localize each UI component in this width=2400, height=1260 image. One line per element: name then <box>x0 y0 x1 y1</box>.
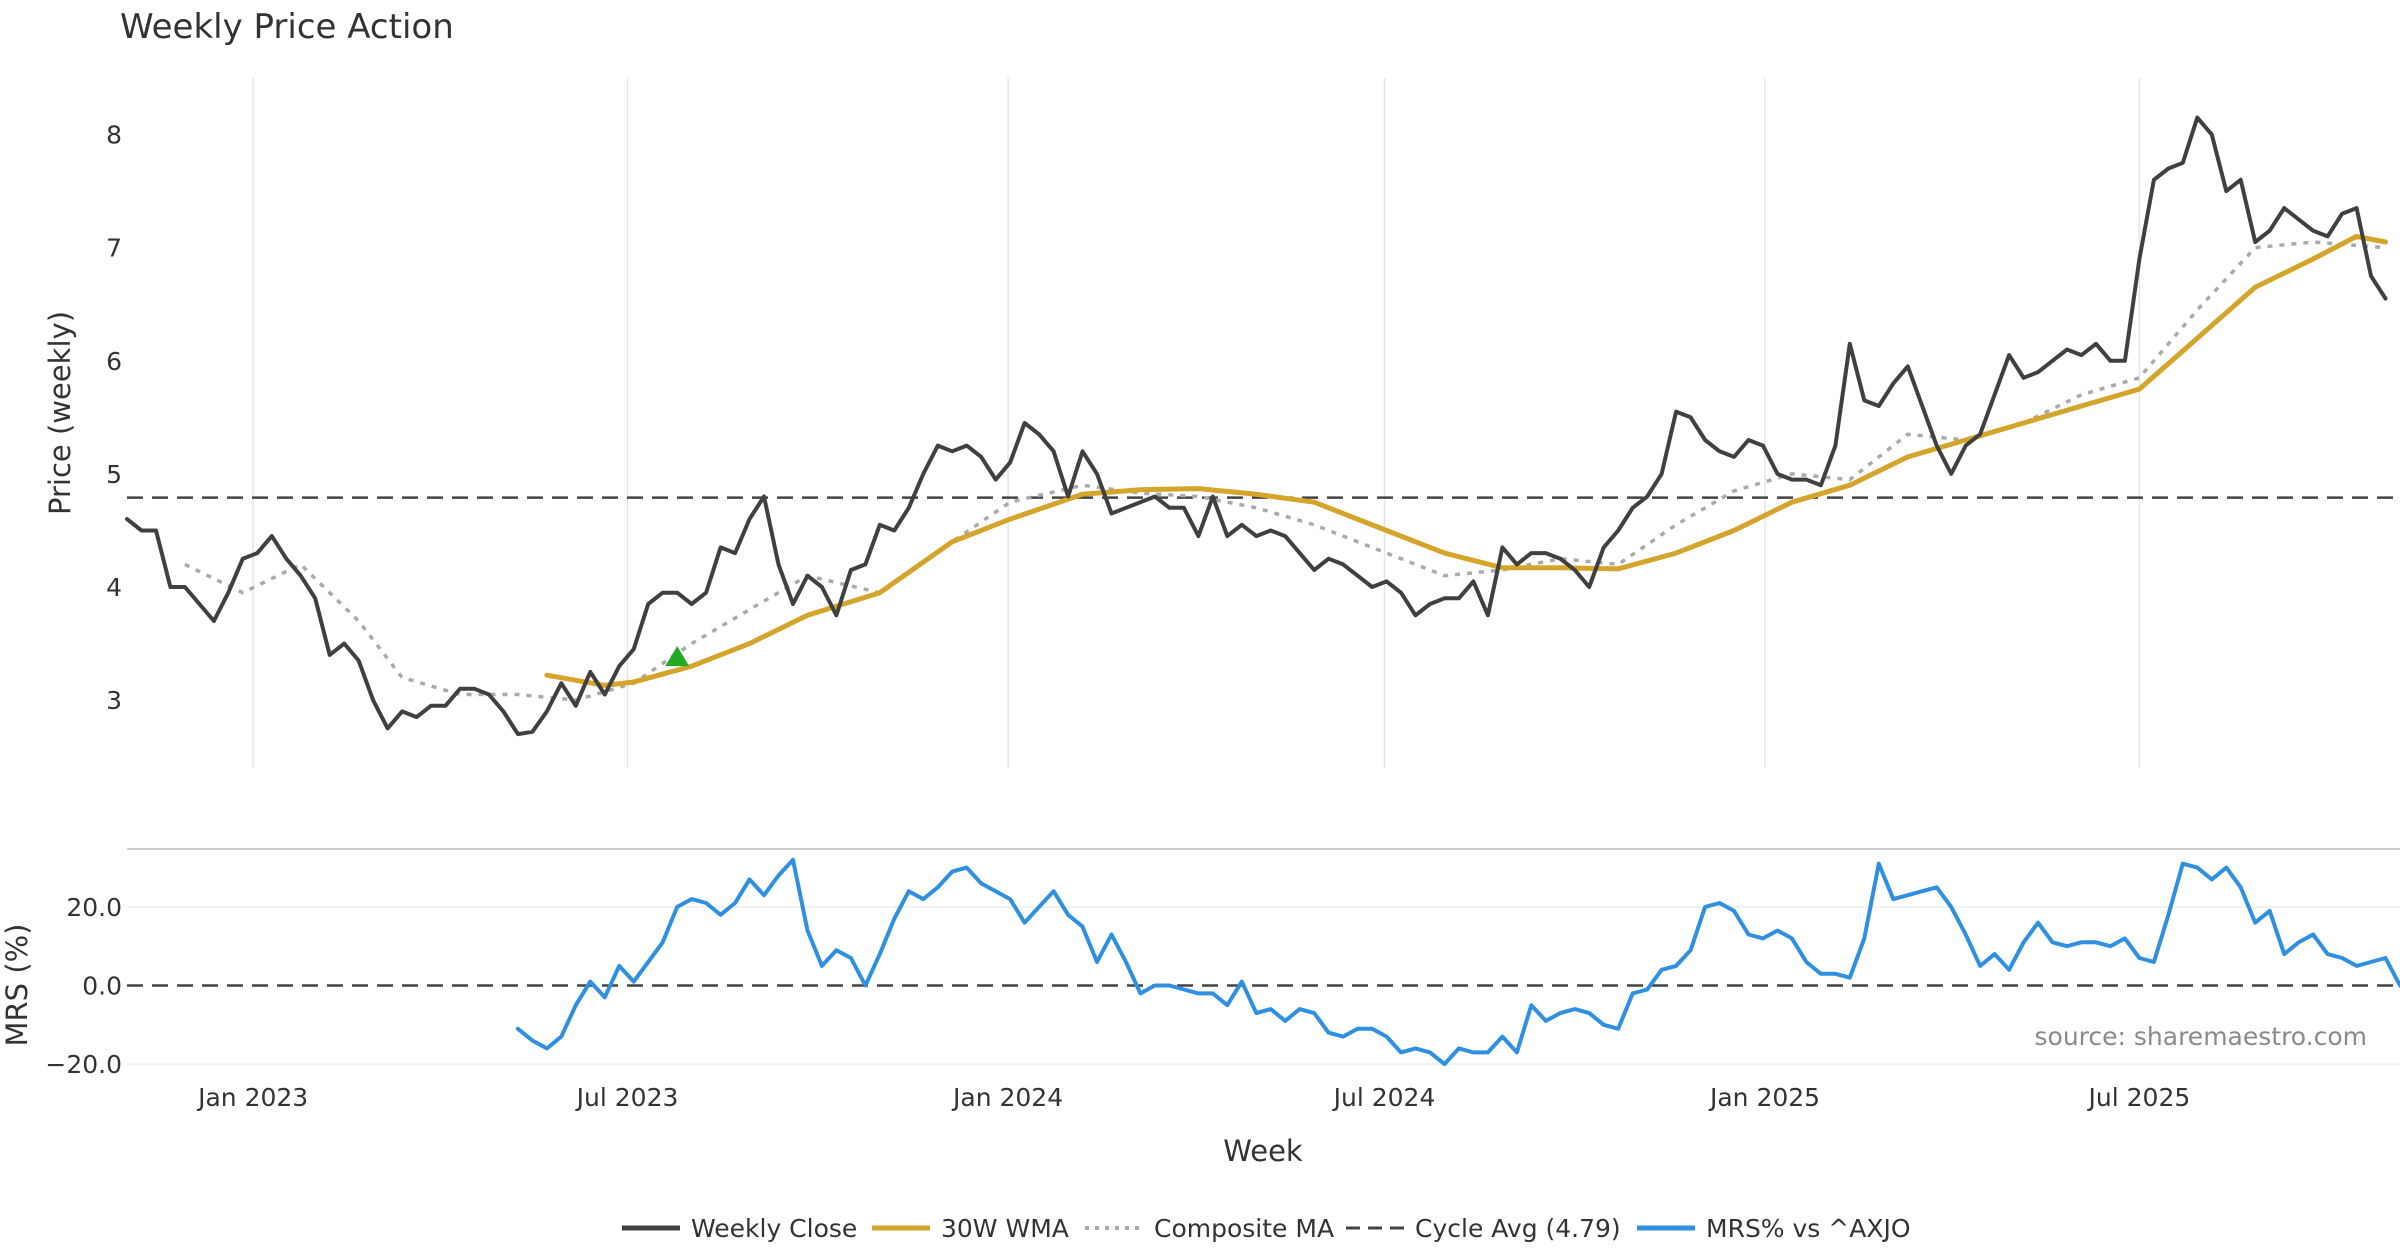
legend-label: Weekly Close <box>691 1214 857 1243</box>
axes: Jan 2023 Jul 2023 Jan 2024 Jul 2024 Jan 2025… <box>45 121 2190 1112</box>
price-y-tick-label: 6 <box>106 347 122 376</box>
mrs-axis-title: MRS (%) <box>0 924 34 1047</box>
legend: Weekly Close 30W WMA Composite MA Cycle Avg… <box>622 1214 1911 1243</box>
x-tick-label: Jul 2024 <box>1332 1083 1436 1112</box>
legend-item: MRS% vs ^AXJO <box>1637 1214 1911 1243</box>
legend-item: 30W WMA <box>872 1214 1069 1243</box>
mrs-series-line <box>515 857 2400 1067</box>
grid-lines <box>127 78 2400 1065</box>
price-y-tick-label: 8 <box>106 121 122 150</box>
x-tick-label: Jan 2023 <box>196 1083 308 1112</box>
legend-label: 30W WMA <box>941 1214 1069 1243</box>
series-lines <box>125 115 2400 1067</box>
source-note: source: sharemaestro.com <box>2035 1022 2368 1051</box>
price-axis-title: Price (weekly) <box>43 311 77 515</box>
x-tick-label: Jul 2025 <box>2087 1083 2191 1112</box>
legend-item: Composite MA <box>1085 1214 1334 1243</box>
x-axis-title: Week <box>1223 1134 1303 1168</box>
price-y-tick-label: 4 <box>106 573 122 602</box>
weekly-close-series-line <box>125 115 2388 737</box>
x-tick-label: Jan 2025 <box>1708 1083 1820 1112</box>
legend-item: Cycle Avg (4.79) <box>1346 1214 1621 1243</box>
legend-label: MRS% vs ^AXJO <box>1706 1214 1911 1243</box>
mrs-y-tick-label: 0.0 <box>82 972 122 1001</box>
legend-label: Cycle Avg (4.79) <box>1415 1214 1621 1243</box>
x-tick-label: Jan 2024 <box>951 1083 1063 1112</box>
mrs-y-tick-label: −20.0 <box>45 1050 122 1079</box>
mrs-y-tick-label: 20.0 <box>66 893 122 922</box>
price-y-tick-label: 7 <box>106 234 122 263</box>
legend-label: Composite MA <box>1154 1214 1334 1243</box>
buy-signal-marker <box>665 646 690 667</box>
markers <box>665 646 690 667</box>
price-y-tick-label: 3 <box>106 686 122 715</box>
chart-title: Weekly Price Action <box>120 7 454 47</box>
price-y-tick-label: 5 <box>106 460 122 489</box>
legend-item: Weekly Close <box>622 1214 857 1243</box>
x-tick-label: Jul 2023 <box>575 1083 679 1112</box>
